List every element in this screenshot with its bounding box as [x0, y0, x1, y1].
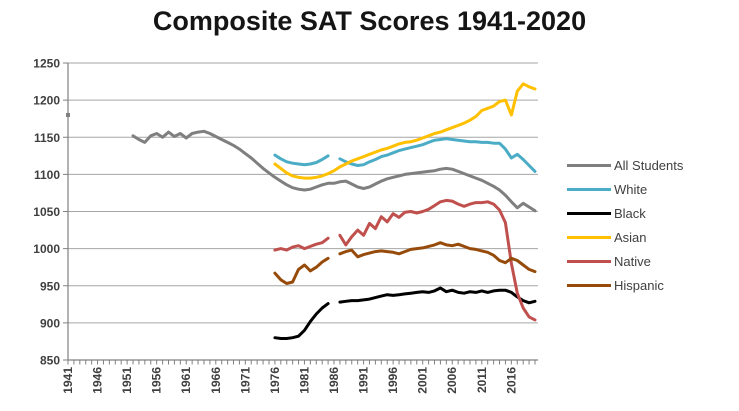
legend-label-native: Native [614, 253, 651, 269]
y-tick-label-1150: 1150 [34, 131, 60, 145]
x-tick-label-1981: 1981 [298, 367, 312, 394]
legend-swatch-all-students [567, 163, 611, 167]
legend-item-white: White [567, 177, 683, 201]
series-hispanic [273, 241, 537, 285]
legend-swatch-white [567, 187, 611, 191]
series-point-all-students [66, 113, 70, 117]
y-tick-label-850: 850 [40, 354, 60, 368]
legend-item-hispanic: Hispanic [567, 273, 683, 297]
x-tick-label-1976: 1976 [268, 367, 282, 394]
series-line-native [338, 198, 537, 322]
legend-label-white: White [614, 181, 648, 197]
series-all-students [66, 113, 537, 213]
series-line-hispanic [338, 241, 537, 274]
x-tick-label-2011: 2011 [475, 367, 489, 393]
legend-label-asian: Asian [614, 229, 647, 245]
legend-label-black: Black [614, 205, 646, 221]
x-tick-label-1946: 1946 [91, 367, 105, 394]
y-tick-label-1000: 1000 [33, 242, 60, 256]
legend-item-asian: Asian [567, 225, 683, 249]
y-tick-label-950: 950 [40, 279, 60, 293]
y-tick-label-1200: 1200 [33, 94, 60, 108]
series-native [273, 198, 537, 322]
x-tick-label-1996: 1996 [386, 367, 400, 394]
series-line-white [338, 137, 537, 173]
series-line-native [273, 236, 330, 252]
x-tick-label-1956: 1956 [150, 367, 164, 394]
legend-swatch-black [567, 211, 611, 215]
series-line-all-students [131, 129, 537, 213]
x-tick-label-2016: 2016 [504, 367, 518, 394]
legend-label-all-students: All Students [614, 157, 684, 173]
chart-legend: All Students White Black Asian Native Hispani… [567, 153, 683, 297]
x-tick-label-1986: 1986 [327, 367, 341, 394]
legend-item-native: Native [567, 249, 683, 273]
x-tick-label-2001: 2001 [416, 367, 430, 394]
series-line-black [273, 302, 330, 340]
legend-item-black: Black [567, 201, 683, 225]
legend-swatch-asian [567, 235, 611, 239]
series-line-white [273, 153, 330, 167]
y-tick-label-1100: 1100 [34, 168, 60, 182]
chart-title: Composite SAT Scores 1941-2020 [152, 6, 587, 36]
y-tick-label-1050: 1050 [33, 205, 60, 219]
series-line-black [338, 286, 537, 305]
series-white [273, 137, 537, 173]
series-black [273, 286, 537, 340]
x-tick-label-1991: 1991 [357, 367, 371, 394]
x-tick-label-1966: 1966 [209, 367, 223, 394]
y-tick-label-900: 900 [40, 316, 60, 330]
legend-label-hispanic: Hispanic [614, 277, 664, 293]
x-tick-label-1961: 1961 [179, 367, 193, 394]
legend-swatch-hispanic [567, 283, 611, 287]
y-tick-label-1250: 1250 [33, 57, 60, 71]
x-tick-label-1941: 1941 [61, 367, 75, 394]
x-tick-label-1951: 1951 [120, 367, 134, 394]
legend-item-all-students: All Students [567, 153, 683, 177]
legend-swatch-native [567, 259, 611, 263]
x-tick-label-2006: 2006 [445, 367, 459, 394]
x-tick-label-1971: 1971 [238, 367, 252, 394]
series-line-hispanic [273, 256, 330, 285]
series-line-asian [273, 82, 537, 180]
series-asian [273, 82, 537, 180]
